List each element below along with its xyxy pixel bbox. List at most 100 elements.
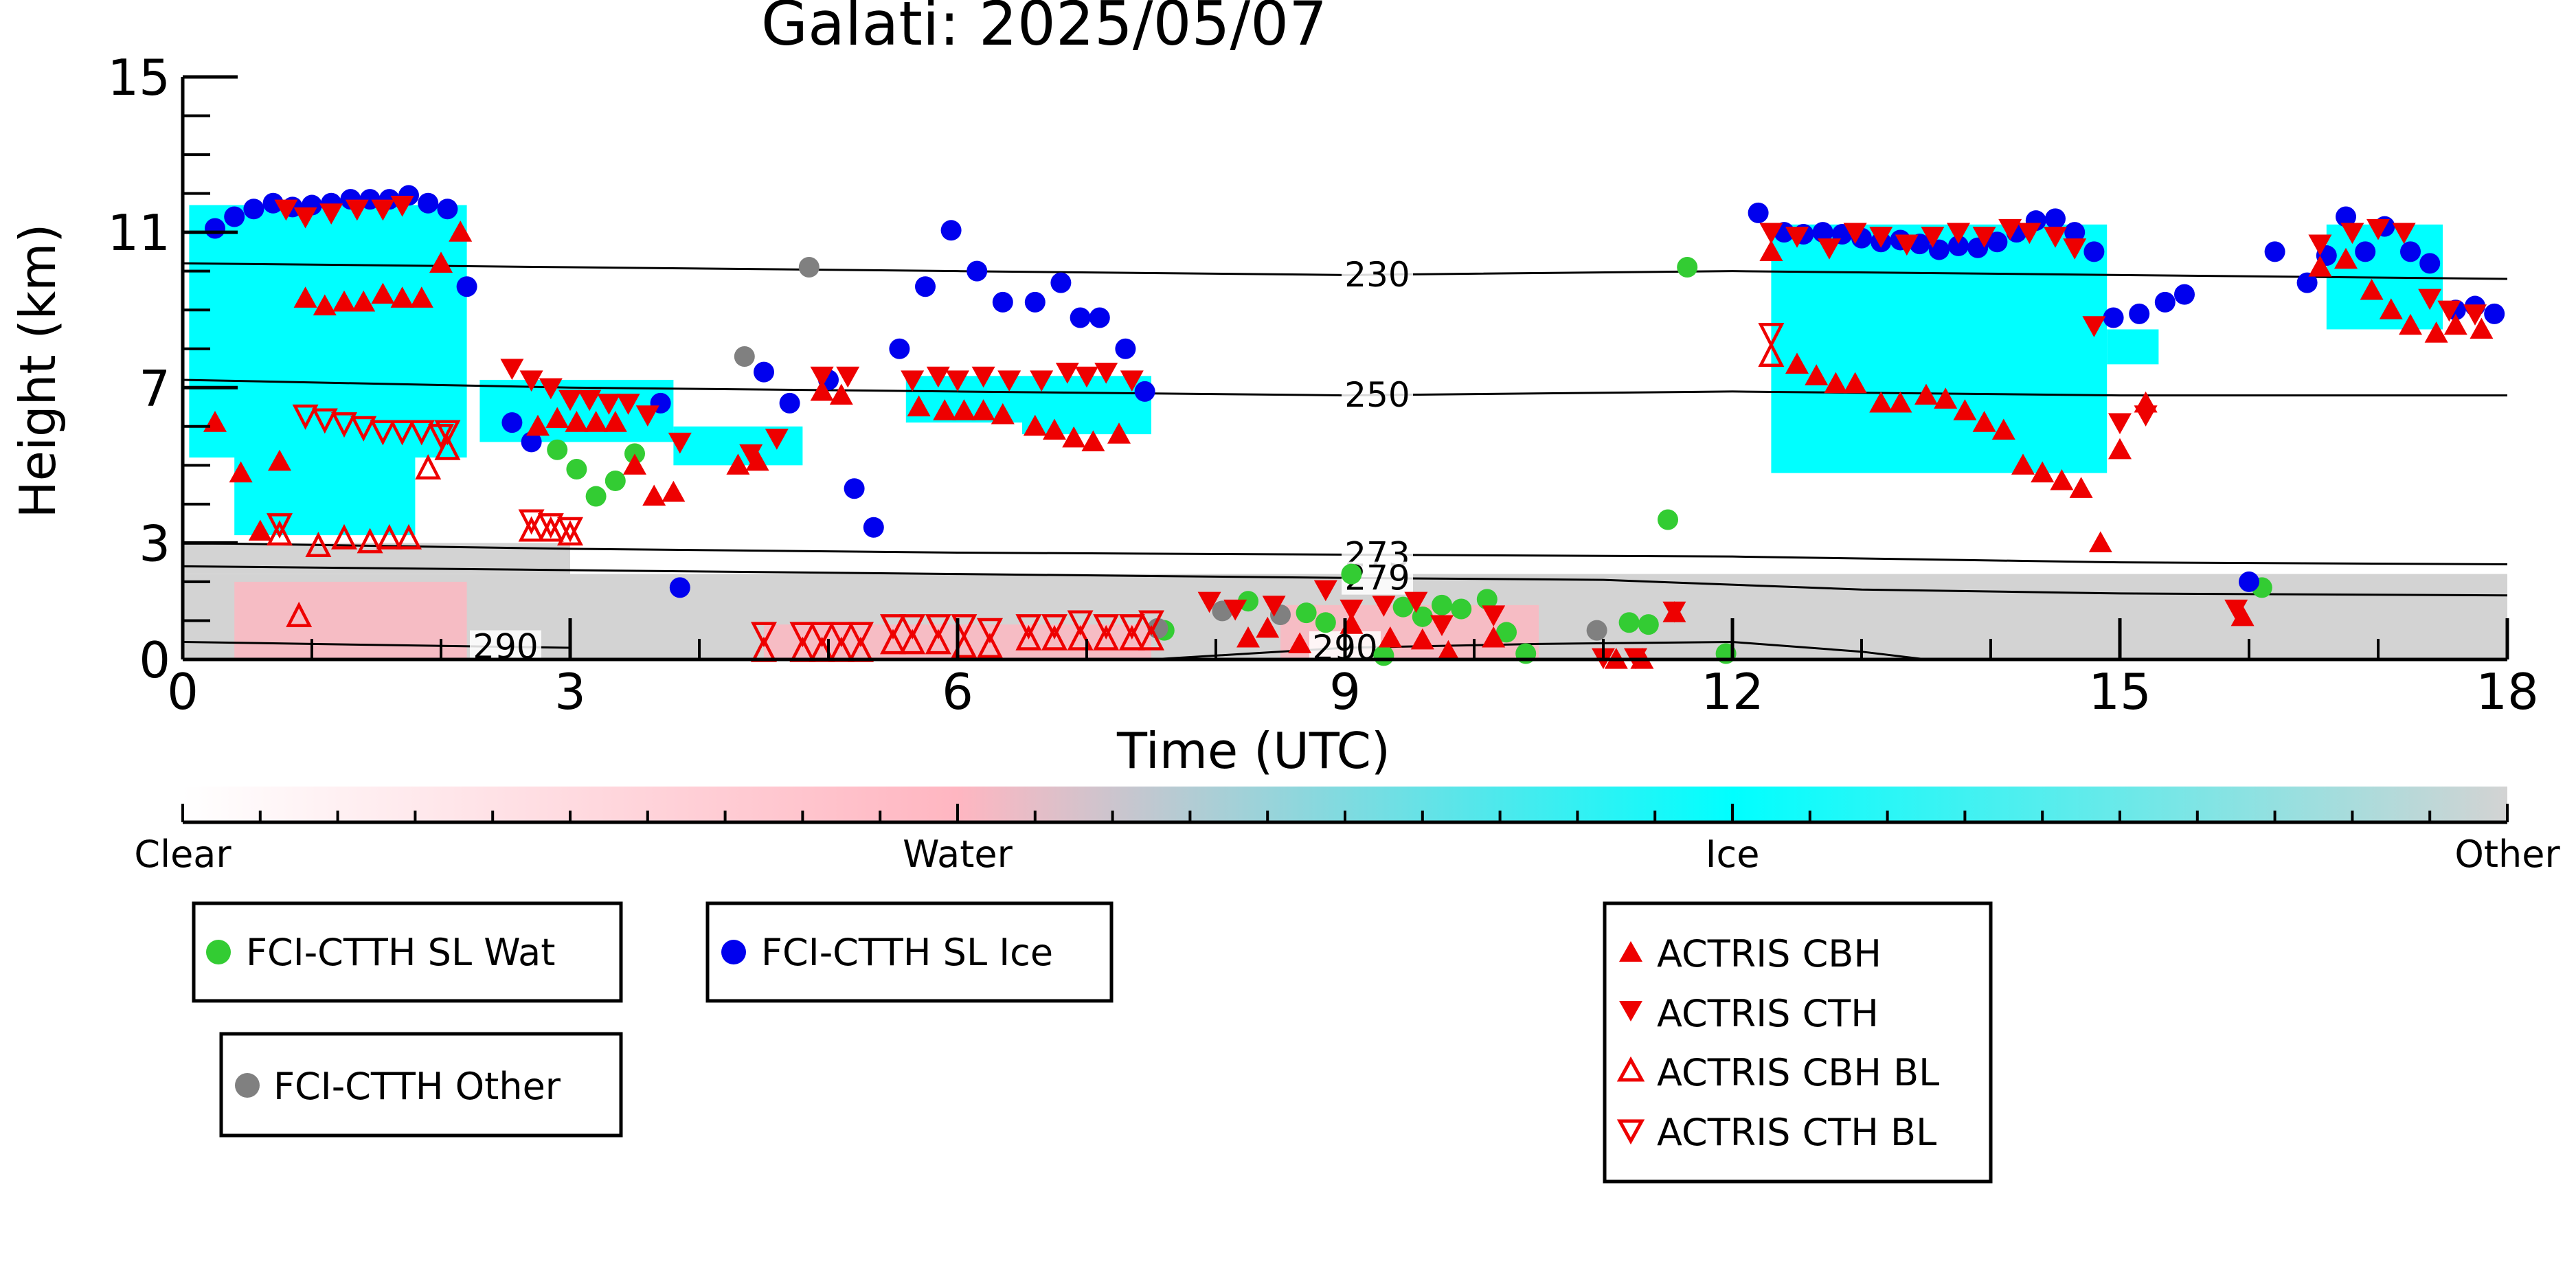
marker-triangle-up: [933, 399, 957, 420]
cloud-region-ice: [1771, 224, 2108, 473]
marker-circle: [1586, 620, 1607, 641]
marker-triangle-up: [1107, 422, 1131, 444]
marker-triangle-up-open: [1138, 624, 1164, 651]
marker-triangle-up: [2069, 477, 2093, 498]
marker-circle: [566, 458, 587, 479]
legend-marker-cth: [1619, 1001, 1642, 1021]
marker-triangle-up: [293, 286, 317, 308]
marker-triangle-down: [1785, 227, 1809, 248]
marker-triangle-up-open: [1093, 624, 1120, 651]
marker-triangle-down-open: [518, 509, 545, 535]
legend-label-cth: ACTRIS CTH: [1657, 992, 1879, 1035]
marker-triangle-up: [1934, 387, 1958, 409]
marker-triangle-down-open: [1118, 614, 1145, 640]
legend-label-cbh-bl: ACTRIS CBH BL: [1657, 1051, 1939, 1094]
marker-triangle-down-open: [1093, 614, 1120, 640]
legend: FCI-CTTH SL Wat FCI-CTTH SL Ice FCI-CTTH…: [192, 901, 1993, 1184]
marker-triangle-up: [1805, 364, 1829, 385]
marker-triangle-down: [997, 370, 1021, 392]
marker-triangle-down: [1921, 227, 1945, 248]
legend-label-cbh: ACTRIS CBH: [1657, 932, 1882, 975]
marker-circle: [456, 276, 477, 297]
isotherm-label-bg: [1342, 379, 1413, 412]
marker-triangle-up-open: [357, 528, 383, 554]
marker-triangle-up: [2334, 247, 2358, 269]
legend-marker-cbh: [1619, 941, 1642, 962]
legend-box-ice: FCI-CTTH SL Ice: [705, 901, 1114, 1003]
y-axis-label: Height (km): [9, 224, 67, 519]
marker-circle: [2154, 291, 2176, 313]
marker-triangle-down-open: [789, 622, 816, 648]
colorbar-label-clear: Clear: [134, 833, 231, 876]
marker-triangle-up: [1436, 640, 1460, 662]
x-tick-label: 0: [167, 663, 199, 721]
legend-label-ice: FCI-CTTH SL Ice: [761, 931, 1053, 974]
marker-triangle-up: [662, 480, 686, 502]
marker-triangle-up: [1062, 426, 1086, 448]
marker-circle: [262, 192, 284, 214]
marker-triangle-down: [2340, 223, 2364, 245]
marker-triangle-down: [1404, 591, 1428, 613]
marker-triangle-up: [642, 484, 666, 506]
marker-triangle-up: [1972, 411, 1996, 432]
marker-circle: [1658, 509, 1678, 530]
marker-triangle-down-open: [848, 622, 874, 648]
marker-triangle-down-open: [408, 420, 435, 446]
y-tick-label: 3: [139, 515, 170, 572]
marker-triangle-down-open: [331, 412, 357, 438]
marker-triangle-down-open: [434, 420, 461, 446]
marker-circle: [501, 412, 523, 433]
marker-triangle-up: [390, 286, 414, 308]
marker-triangle-up: [1256, 616, 1280, 638]
marker-triangle-up: [2031, 461, 2055, 483]
marker-circle: [205, 218, 225, 239]
marker-triangle-down-open: [1067, 610, 1094, 636]
x-tick-label: 15: [2088, 663, 2151, 721]
marker-triangle-down: [1262, 596, 1286, 617]
marker-circle: [1050, 272, 1072, 293]
marker-triangle-up-open: [267, 520, 293, 546]
marker-triangle-down: [2044, 227, 2067, 248]
marker-triangle-up-open: [415, 454, 442, 479]
marker-triangle-down: [1340, 599, 1364, 621]
marker-triangle-up: [1023, 414, 1047, 436]
marker-triangle-down: [2018, 223, 2042, 245]
marker-triangle-up: [829, 383, 853, 405]
marker-triangle-up-open: [376, 523, 403, 550]
marker-circle: [437, 199, 458, 220]
marker-triangle-up: [2230, 605, 2255, 626]
marker-circle: [2103, 307, 2124, 328]
marker-circle: [418, 192, 439, 214]
y-tick-label: 7: [139, 359, 170, 417]
marker-triangle-down: [519, 370, 543, 392]
marker-triangle-up: [2108, 438, 2132, 460]
marker-triangle-up: [2360, 278, 2384, 300]
marker-triangle-up: [1288, 632, 1312, 653]
marker-triangle-down: [1120, 370, 1144, 392]
marker-triangle-down: [946, 370, 969, 392]
marker-triangle-up-open: [286, 601, 313, 627]
marker-circle: [2400, 241, 2421, 262]
y-tick-label: 11: [107, 204, 170, 262]
marker-circle: [2083, 241, 2105, 262]
marker-triangle-down: [1843, 223, 1867, 245]
marker-circle: [2296, 272, 2318, 293]
axes: 0 3 7 11 15 0 3 6 9 12 15 18: [107, 49, 2538, 721]
marker-circle: [844, 478, 865, 499]
marker-triangle-up-open: [557, 520, 583, 546]
marker-circle: [2419, 253, 2441, 274]
marker-triangle-down: [1998, 218, 2022, 240]
legend-box-actris: ACTRIS CBH ACTRIS CTH ACTRIS CBH BL ACTR…: [1603, 901, 1993, 1184]
marker-triangle-down: [616, 394, 640, 415]
marker-circle: [1432, 594, 1452, 615]
legend-marker-cth-bl: [1616, 1119, 1645, 1145]
marker-triangle-down-open: [809, 622, 835, 648]
marker-circle: [1315, 612, 1336, 633]
marker-triangle-up: [409, 286, 433, 308]
marker-circle: [224, 206, 245, 227]
marker-circle: [2064, 222, 2086, 243]
marker-triangle-down: [1075, 366, 1098, 388]
legend-marker-wat: [206, 940, 231, 964]
cloud-region-ice: [189, 205, 467, 458]
marker-triangle-up: [1482, 626, 1506, 648]
